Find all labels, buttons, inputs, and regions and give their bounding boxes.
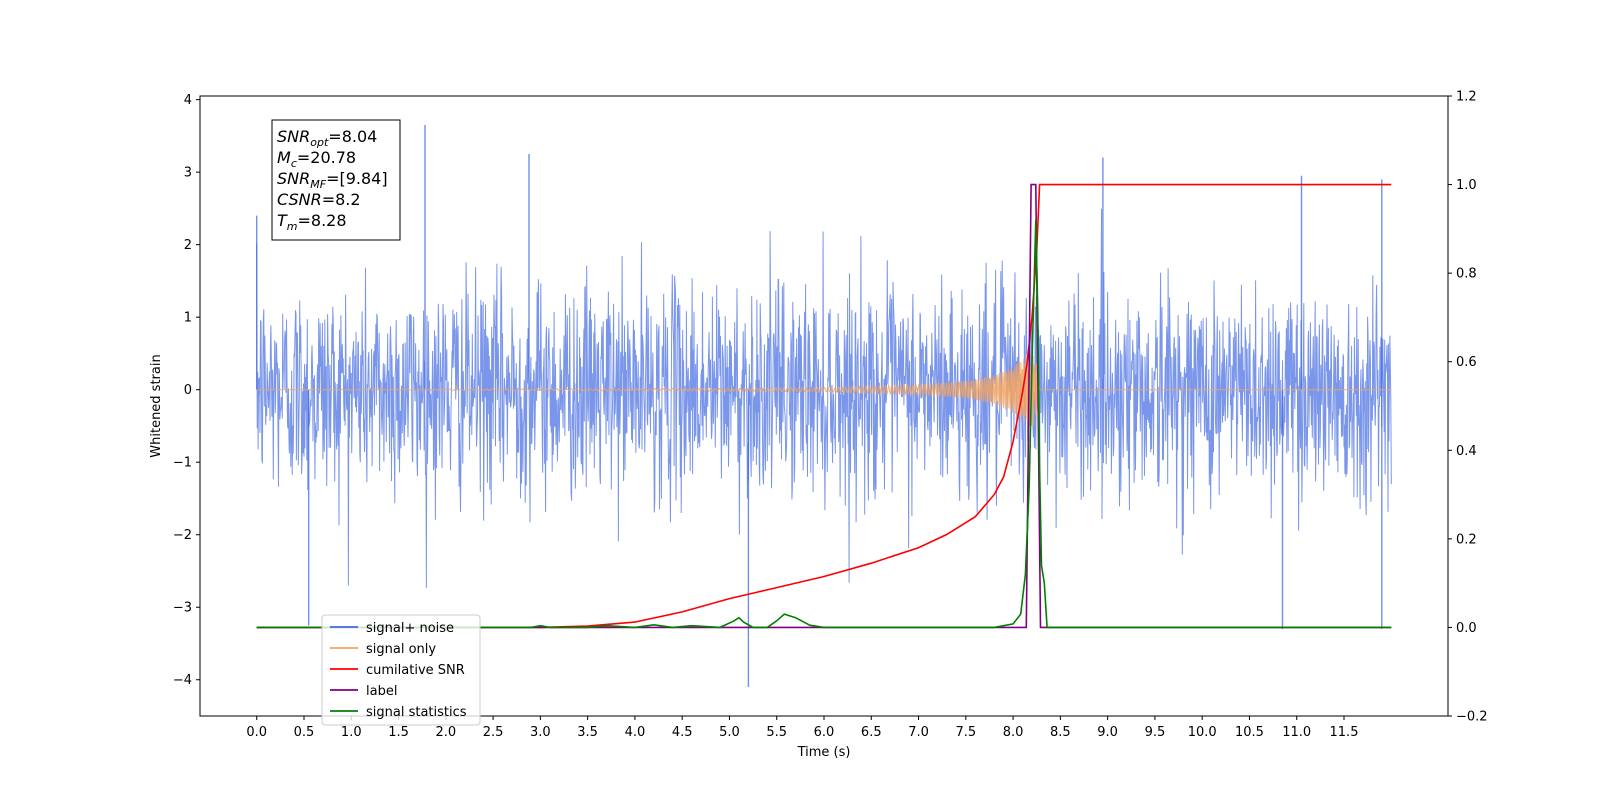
legend-frame: [321, 614, 481, 726]
x-tick-label: 5.0: [719, 725, 740, 740]
y-tick-label: −2: [173, 528, 192, 543]
info-subscript: MF: [310, 178, 326, 191]
info-line: Tm=8.28: [277, 211, 347, 233]
x-tick-label: 11.5: [1330, 725, 1359, 740]
info-subscript: opt: [310, 136, 329, 149]
x-axis: 0.0 0.5 1.0 1.5 2.0 2.5 3.0 3.5 4.0 4.5 5.0 5.5 6.0 6…: [246, 716, 1358, 740]
y-axis-right: 1.2 1.0 0.8 0.6 0.4 0.2 0.0 −0.2: [1448, 90, 1488, 725]
y-tick-label: 0: [184, 383, 192, 398]
info-value: =20.78: [297, 148, 356, 167]
info-line: Mc=20.78: [277, 148, 356, 170]
legend-label: label: [366, 684, 397, 699]
y-tick-label: 4: [184, 93, 192, 108]
info-symbol: T: [277, 211, 288, 230]
series-signal-noise: [256, 125, 1392, 687]
info-line: SNRMF=[9.84]: [277, 169, 388, 191]
x-tick-label: 11.0: [1282, 725, 1311, 740]
x-tick-label: 7.5: [955, 725, 976, 740]
y-tick-label: −1: [173, 456, 192, 471]
x-tick-label: 10.5: [1235, 725, 1264, 740]
x-tick-label: 2.5: [483, 725, 504, 740]
y-right-tick-label: 1.2: [1456, 90, 1477, 105]
x-tick-label: 4.5: [672, 725, 693, 740]
x-tick-label: 5.5: [766, 725, 787, 740]
x-tick-label: 6.5: [861, 725, 882, 740]
y-tick-label: −4: [173, 673, 192, 688]
y-axis-left: 4 3 2 1 0 −1 −2 −3 −4: [173, 93, 200, 688]
chirp-trace: [256, 353, 1392, 429]
series-signal-only: [256, 353, 1392, 429]
x-tick-label: 10.0: [1188, 725, 1217, 740]
info-value: =[9.84]: [326, 169, 388, 188]
y-tick-label: −3: [173, 601, 192, 616]
info-symbol: M: [277, 148, 291, 167]
y-right-tick-label: 1.0: [1456, 178, 1477, 193]
info-line: CSNR=8.2: [277, 190, 361, 209]
x-tick-label: 3.5: [577, 725, 598, 740]
x-tick-label: 8.0: [1003, 725, 1024, 740]
x-tick-label: 0.5: [294, 725, 315, 740]
noise-trace: [256, 208, 1392, 589]
x-tick-label: 4.0: [625, 725, 646, 740]
x-tick-label: 8.5: [1050, 725, 1071, 740]
legend-item: label: [330, 684, 397, 699]
info-subscript: c: [291, 157, 297, 170]
info-box-frame: [271, 119, 401, 241]
x-tick-label: 9.5: [1145, 725, 1166, 740]
x-tick-label: 3.0: [530, 725, 551, 740]
legend-label: cumilative SNR: [366, 663, 465, 678]
x-tick-label: 1.0: [341, 725, 362, 740]
info-value: =8.28: [298, 211, 347, 230]
info-value: =8.2: [322, 190, 361, 209]
y-right-tick-label: 0.2: [1456, 532, 1477, 547]
legend-label: signal statistics: [366, 705, 467, 720]
x-tick-label: 9.0: [1097, 725, 1118, 740]
y-right-tick-label: 0.4: [1456, 444, 1477, 459]
legend-label: signal+ noise: [366, 621, 454, 636]
legend-item: cumilative SNR: [330, 663, 465, 678]
x-tick-label: 1.5: [388, 725, 409, 740]
legend: signal+ noise signal only cumilative SNR la…: [321, 614, 481, 726]
y-right-tick-label: 0.0: [1456, 621, 1477, 636]
info-line: SNRopt=8.04: [277, 127, 377, 149]
plot-area: [256, 125, 1392, 687]
legend-item: signal only: [330, 642, 436, 657]
y-tick-label: 1: [184, 311, 192, 326]
y-right-tick-label: −0.2: [1456, 710, 1488, 725]
info-symbol: CSNR: [277, 190, 322, 209]
x-tick-label: 2.0: [435, 725, 456, 740]
legend-item: signal statistics: [330, 705, 467, 720]
parameter-info-box: SNRopt=8.04Mc=20.78SNRMF=[9.84]CSNR=8.2T…: [271, 119, 401, 241]
y-axis-label: Whitened strain: [149, 354, 164, 457]
x-tick-label: 6.0: [814, 725, 835, 740]
info-symbol: SNR: [277, 127, 310, 146]
info-value: =8.04: [328, 127, 377, 146]
legend-item: signal+ noise: [330, 621, 454, 636]
series-signal-statistics: [256, 219, 1392, 629]
y-tick-label: 3: [184, 166, 192, 181]
y-right-tick-label: 0.6: [1456, 355, 1477, 370]
info-symbol: SNR: [277, 169, 310, 188]
y-tick-label: 2: [184, 238, 192, 253]
y-right-tick-label: 0.8: [1456, 267, 1477, 282]
x-tick-label: 0.0: [246, 725, 267, 740]
x-axis-label: Time (s): [797, 745, 851, 760]
info-subscript: m: [287, 220, 298, 233]
legend-label: signal only: [366, 642, 436, 657]
x-tick-label: 7.0: [908, 725, 929, 740]
